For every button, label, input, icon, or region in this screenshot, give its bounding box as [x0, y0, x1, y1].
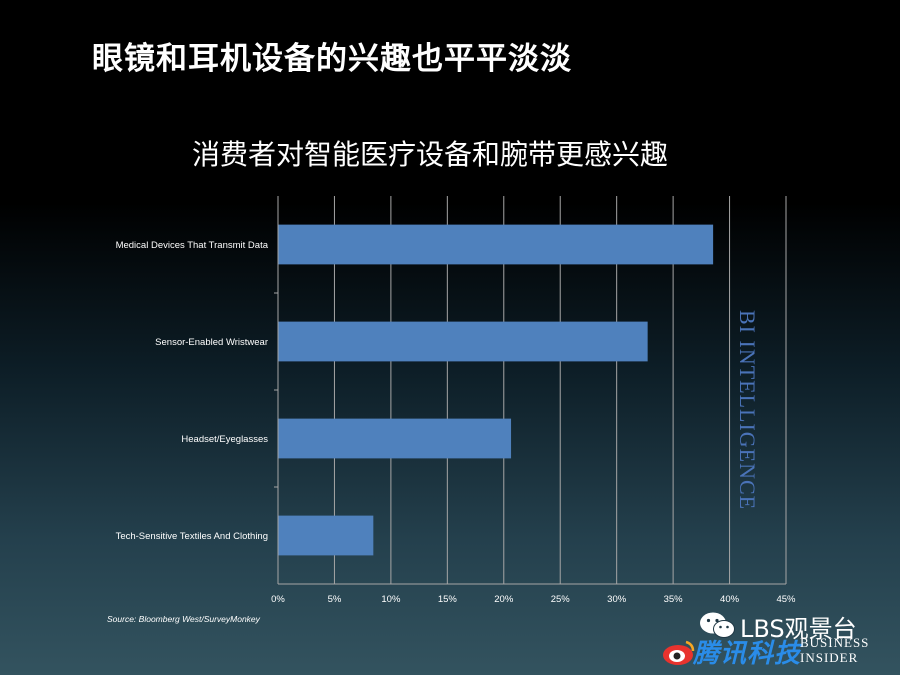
business-insider-line1: BUSINESS — [800, 635, 870, 650]
x-tick-label: 20% — [494, 594, 514, 605]
category-label: Sensor-Enabled Wristwear — [155, 337, 268, 348]
lbs-watermark-text: LBS观景台 — [740, 615, 857, 643]
x-tick-label: 5% — [328, 594, 342, 605]
bar-4 — [278, 515, 374, 556]
x-tick-label: 45% — [776, 594, 796, 605]
x-tick-label: 25% — [551, 594, 571, 605]
bi-intelligence-watermark: BI INTELLIGENCE — [735, 310, 760, 511]
business-insider-logo: BUSINESS INSIDER — [800, 635, 869, 665]
category-label: Medical Devices That Transmit Data — [116, 240, 269, 251]
chart-title: 消费者对智能医疗设备和腕带更感兴趣 — [191, 138, 668, 171]
wechat-icon — [700, 612, 735, 638]
x-tick-label: 30% — [607, 594, 627, 605]
bar-3 — [278, 418, 512, 459]
bar-2 — [278, 321, 648, 362]
tencent-tech-watermark: 腾讯科技 — [693, 639, 802, 669]
bar-1 — [278, 224, 714, 265]
source-note: Source: Bloomberg West/SurveyMonkey — [107, 614, 260, 624]
slide-title: 眼镜和耳机设备的兴趣也平平淡淡 — [92, 41, 572, 77]
category-label: Tech-Sensitive Textiles And Clothing — [116, 531, 268, 542]
x-tick-label: 10% — [381, 594, 401, 605]
chart-axes — [274, 196, 786, 585]
chart-bars — [278, 224, 714, 556]
business-insider-line2: INSIDER — [800, 650, 859, 665]
chart-labels: 0% 5% 10% 15% 20% 25% 30% 35% 40% 45% Medical Devi… — [116, 240, 796, 605]
category-label: Headset/Eyeglasses — [181, 434, 268, 445]
weibo-eye-icon — [663, 640, 695, 665]
x-tick-label: 0% — [271, 594, 285, 605]
x-tick-label: 40% — [720, 594, 740, 605]
x-tick-label: 15% — [438, 594, 458, 605]
x-tick-label: 35% — [664, 594, 684, 605]
